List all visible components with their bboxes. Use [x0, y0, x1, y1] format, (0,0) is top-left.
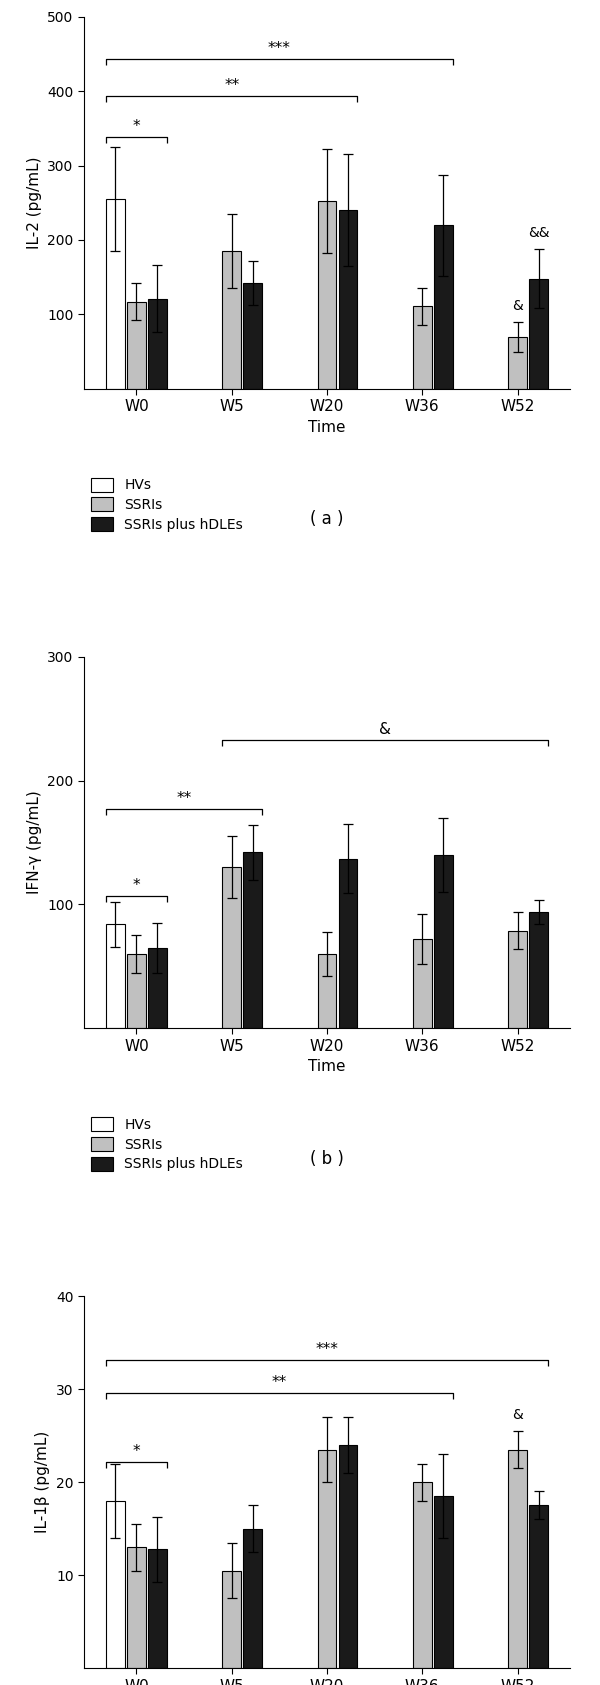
Bar — [243, 283, 262, 389]
Bar — [508, 337, 527, 389]
Bar — [148, 298, 167, 389]
Text: *: * — [133, 120, 140, 135]
Text: ( b ): ( b ) — [310, 1149, 344, 1168]
Bar — [508, 1449, 527, 1668]
Bar — [222, 868, 241, 1028]
Bar — [222, 251, 241, 389]
X-axis label: Time: Time — [308, 420, 346, 435]
Legend: HVs, SSRIs, SSRIs plus hDLEs: HVs, SSRIs, SSRIs plus hDLEs — [91, 1117, 243, 1171]
Bar — [434, 226, 452, 389]
X-axis label: Time: Time — [308, 1060, 346, 1075]
Text: **: ** — [224, 79, 239, 93]
Text: &: & — [512, 1407, 523, 1422]
Text: *: * — [133, 878, 140, 893]
Text: &: & — [379, 721, 391, 736]
Bar — [529, 1505, 548, 1668]
Text: ***: *** — [316, 1341, 338, 1356]
Text: **: ** — [272, 1375, 287, 1390]
Bar — [338, 211, 358, 389]
Bar — [434, 1496, 452, 1668]
Text: ***: *** — [268, 40, 291, 56]
Bar — [317, 201, 337, 389]
Text: **: ** — [176, 792, 191, 807]
Bar — [222, 1570, 241, 1668]
Bar — [127, 954, 146, 1028]
Bar — [243, 853, 262, 1028]
Legend: HVs, SSRIs, SSRIs plus hDLEs: HVs, SSRIs, SSRIs plus hDLEs — [91, 477, 243, 532]
Bar — [413, 939, 432, 1028]
Bar — [243, 1528, 262, 1668]
Text: &&: && — [528, 226, 550, 239]
Bar — [508, 930, 527, 1028]
Bar — [106, 1501, 125, 1668]
Bar — [106, 925, 125, 1028]
Bar — [529, 278, 548, 389]
Text: &: & — [512, 298, 523, 312]
Y-axis label: IL-1β (pg/mL): IL-1β (pg/mL) — [35, 1431, 50, 1533]
Bar — [127, 1547, 146, 1668]
Text: *: * — [133, 1444, 140, 1459]
Bar — [148, 949, 167, 1028]
Bar — [317, 1449, 337, 1668]
Bar — [127, 302, 146, 389]
Bar — [338, 859, 358, 1028]
Bar — [338, 1446, 358, 1668]
Bar — [148, 1549, 167, 1668]
Bar — [434, 854, 452, 1028]
Y-axis label: IFN-γ (pg/mL): IFN-γ (pg/mL) — [26, 790, 41, 895]
Bar — [317, 954, 337, 1028]
Bar — [413, 1483, 432, 1668]
Text: ( a ): ( a ) — [310, 511, 344, 527]
Bar — [413, 307, 432, 389]
Bar — [529, 912, 548, 1028]
Bar — [106, 199, 125, 389]
Y-axis label: IL-2 (pg/mL): IL-2 (pg/mL) — [26, 157, 41, 249]
